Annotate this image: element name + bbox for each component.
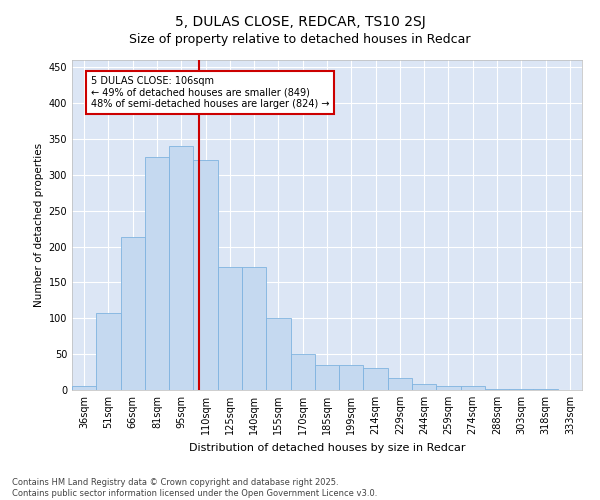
Bar [364, 368, 388, 390]
Bar [290, 354, 315, 390]
Bar [218, 266, 242, 390]
Text: Contains HM Land Registry data © Crown copyright and database right 2025.
Contai: Contains HM Land Registry data © Crown c… [12, 478, 377, 498]
Bar [72, 386, 96, 390]
Text: 5 DULAS CLOSE: 106sqm
← 49% of detached houses are smaller (849)
48% of semi-det: 5 DULAS CLOSE: 106sqm ← 49% of detached … [91, 76, 329, 109]
Text: 5, DULAS CLOSE, REDCAR, TS10 2SJ: 5, DULAS CLOSE, REDCAR, TS10 2SJ [175, 15, 425, 29]
Bar [169, 146, 193, 390]
Bar [266, 318, 290, 390]
Bar [388, 378, 412, 390]
Bar [339, 365, 364, 390]
Bar [461, 386, 485, 390]
Bar [315, 365, 339, 390]
Bar [242, 266, 266, 390]
X-axis label: Distribution of detached houses by size in Redcar: Distribution of detached houses by size … [189, 442, 465, 452]
Bar [193, 160, 218, 390]
Bar [96, 313, 121, 390]
Bar [412, 384, 436, 390]
Y-axis label: Number of detached properties: Number of detached properties [34, 143, 44, 307]
Text: Size of property relative to detached houses in Redcar: Size of property relative to detached ho… [129, 32, 471, 46]
Bar [436, 386, 461, 390]
Bar [145, 157, 169, 390]
Bar [121, 237, 145, 390]
